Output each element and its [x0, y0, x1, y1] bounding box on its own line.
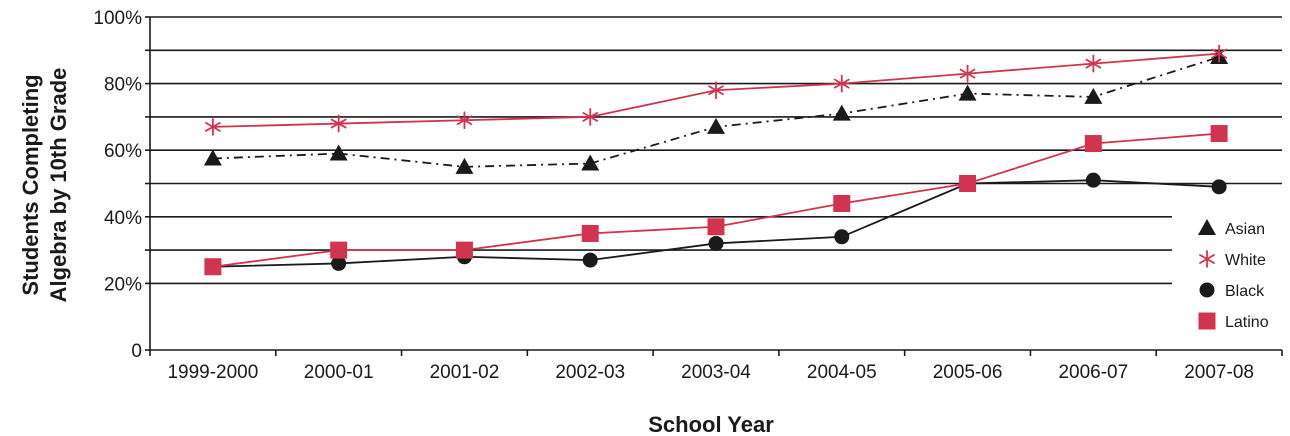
x-tick-label: 2004-05	[807, 362, 877, 383]
legend-marker-latino	[1199, 313, 1216, 330]
point-black	[1212, 179, 1227, 194]
y-axis-title-line: Algebra by 10th Grade	[46, 68, 71, 303]
x-tick-label: 1999-2000	[167, 362, 258, 383]
x-tick-label: 2005-06	[933, 362, 1003, 383]
point-black	[583, 253, 598, 268]
point-latino	[582, 225, 599, 242]
point-black	[1086, 173, 1101, 188]
x-axis-ticks: 1999-2000 2000-01 2001-02 2002-03 2003-04 200…	[150, 350, 1282, 383]
point-black	[709, 236, 724, 251]
legend-marker-asian	[1198, 219, 1216, 235]
x-tick-label: 2001-02	[430, 362, 500, 383]
point-asian	[833, 105, 851, 121]
x-tick-label: 2006-07	[1058, 362, 1128, 383]
y-tick-label: 60%	[104, 141, 142, 162]
point-asian	[707, 118, 725, 134]
legend: Asian White Black Latino	[1198, 219, 1269, 331]
legend-label: Black	[1225, 283, 1265, 300]
point-latino	[708, 218, 725, 235]
y-tick-label: 100%	[93, 8, 142, 29]
point-latino	[456, 242, 473, 259]
x-tick-label: 2002-03	[555, 362, 625, 383]
legend-label: White	[1225, 252, 1266, 269]
y-tick-label: 20%	[104, 274, 142, 295]
legend-label: Asian	[1225, 221, 1265, 238]
y-tick-label: 40%	[104, 208, 142, 229]
point-black	[834, 229, 849, 244]
legend-marker-white	[1200, 251, 1214, 267]
x-tick-label: 2003-04	[681, 362, 751, 383]
y-axis-title-line: Students Completing	[18, 74, 43, 295]
y-axis-title: Students Completing Algebra by 10th Grade	[18, 68, 71, 303]
point-latino	[204, 258, 221, 275]
legend-label: Latino	[1225, 314, 1269, 331]
series-layer	[204, 46, 1228, 276]
point-latino	[833, 195, 850, 212]
x-tick-label: 2000-01	[304, 362, 374, 383]
point-asian	[330, 145, 348, 161]
point-latino	[959, 175, 976, 192]
point-latino	[1085, 135, 1102, 152]
point-latino	[330, 242, 347, 259]
x-tick-label: 2007-08	[1184, 362, 1254, 383]
point-asian	[959, 85, 977, 101]
x-axis-title: School Year	[648, 412, 774, 436]
legend-marker-black	[1200, 283, 1215, 298]
y-axis-ticks: 0 20% 40% 60% 80% 100%	[93, 8, 150, 362]
y-tick-label: 80%	[104, 75, 142, 96]
y-tick-label: 0	[131, 341, 142, 362]
point-latino	[1211, 125, 1228, 142]
